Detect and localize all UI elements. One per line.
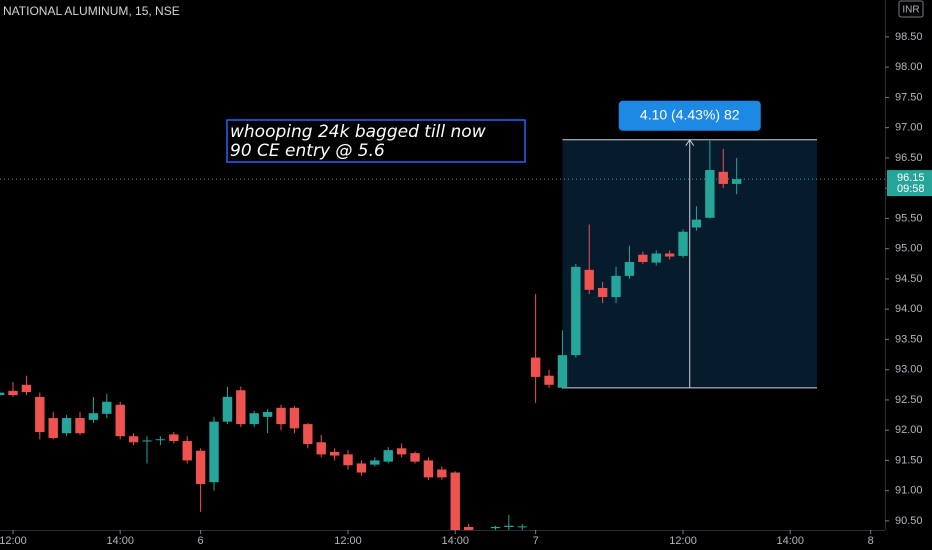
- candle-body: [88, 413, 99, 420]
- candle-body: [370, 460, 380, 465]
- x-tick-label: 7: [533, 535, 539, 547]
- candle-body: [276, 407, 286, 425]
- candle-body: [731, 179, 742, 184]
- x-tick-label: 12:00: [0, 535, 27, 547]
- candle-body: [638, 254, 648, 262]
- candle-body: [195, 450, 206, 485]
- candle-body: [530, 357, 541, 377]
- y-tick-label: 97.50: [895, 91, 923, 103]
- candle-body: [450, 472, 460, 530]
- y-tick-label: 98.00: [895, 61, 923, 73]
- candle-body: [624, 261, 635, 276]
- candle-body: [383, 450, 393, 462]
- annotation-line: whooping 24k bagged till now: [230, 122, 486, 142]
- y-tick-label: 96.50: [895, 152, 923, 164]
- candle-body: [584, 269, 594, 290]
- candle-body: [48, 418, 58, 439]
- candle-body: [329, 451, 340, 456]
- candle-body: [611, 275, 621, 298]
- last-price-box: [887, 170, 932, 197]
- candle-body: [517, 526, 527, 528]
- measure-label-box: [618, 100, 761, 131]
- candle-body: [61, 418, 72, 434]
- candle-body: [664, 253, 675, 257]
- annotation-line: 90 CE entry @ 5.6: [230, 141, 385, 161]
- last-price-label: 96.15: [897, 172, 925, 184]
- y-tick-label: 95.00: [895, 243, 923, 255]
- candle-body: [557, 355, 568, 388]
- candle-body: [463, 526, 474, 530]
- candle-body: [209, 421, 219, 483]
- y-tick-label: 93.50: [895, 333, 923, 345]
- candle-body: [262, 412, 273, 417]
- candle-body: [222, 396, 233, 422]
- y-tick-label: 98.50: [895, 31, 923, 43]
- candle-body: [21, 384, 32, 393]
- chart-title: NATIONAL ALUMINUM, 15, NSE: [3, 4, 180, 18]
- plot-area: [0, 138, 818, 530]
- currency-label: INR: [902, 5, 919, 16]
- y-tick-label: 94.50: [895, 273, 923, 285]
- candle-body: [249, 413, 259, 425]
- x-tick-label: 12:00: [669, 535, 697, 547]
- y-tick-label: 97.00: [895, 122, 923, 134]
- candle-body: [718, 171, 728, 184]
- countdown-label: 09:58: [897, 183, 925, 195]
- candle-body: [182, 441, 192, 461]
- candle-body: [597, 287, 608, 298]
- candle-body: [437, 469, 447, 478]
- candle-body: [396, 448, 407, 455]
- currency-badge[interactable]: [898, 0, 924, 18]
- candle-body: [236, 390, 246, 425]
- measure-label: 4.10 (4.43%) 82: [640, 106, 740, 122]
- y-tick-label: 90.50: [895, 515, 923, 527]
- candle-body: [504, 525, 514, 527]
- candle-body: [691, 219, 702, 228]
- candle-body: [289, 407, 300, 429]
- candle-body: [316, 442, 326, 455]
- candle-body: [155, 439, 166, 441]
- y-tick-label: 95.50: [895, 212, 923, 224]
- candle-body: [142, 440, 152, 442]
- y-tick-label: 92.00: [895, 424, 923, 436]
- y-tick-label: 92.50: [895, 394, 923, 406]
- candle-body: [356, 463, 367, 473]
- measure-arrowhead: [685, 138, 695, 147]
- candle-body: [705, 170, 715, 218]
- x-tick-label: 14:00: [441, 535, 469, 547]
- candle-body: [0, 392, 5, 396]
- x-tick-label: 12:00: [334, 535, 362, 547]
- candle-body: [8, 390, 18, 396]
- x-tick-label: 8: [868, 535, 874, 547]
- annotation-box: [226, 119, 526, 163]
- candle-body: [169, 434, 179, 442]
- candle-body: [651, 253, 661, 263]
- candle-body: [423, 460, 434, 478]
- candle-body: [544, 375, 554, 385]
- x-tick-label: 6: [198, 535, 204, 547]
- y-tick-label: 91.50: [895, 454, 923, 466]
- candle-body: [343, 454, 353, 466]
- x-tick-label: 14:00: [106, 535, 134, 547]
- candle-body: [678, 231, 688, 256]
- candle-body: [303, 424, 313, 445]
- y-tick-label: 94.00: [895, 303, 923, 315]
- candle-body: [35, 396, 45, 432]
- candle-body: [75, 418, 85, 434]
- candle-body: [128, 436, 139, 443]
- x-tick-label: 14:00: [776, 535, 804, 547]
- candle-body: [490, 526, 501, 529]
- candle-body: [102, 401, 112, 414]
- y-tick-label: 91.00: [895, 485, 923, 497]
- candle-body: [571, 266, 581, 356]
- y-tick-label: 93.00: [895, 364, 923, 376]
- candle-body: [115, 404, 125, 437]
- candle-body: [410, 453, 420, 462]
